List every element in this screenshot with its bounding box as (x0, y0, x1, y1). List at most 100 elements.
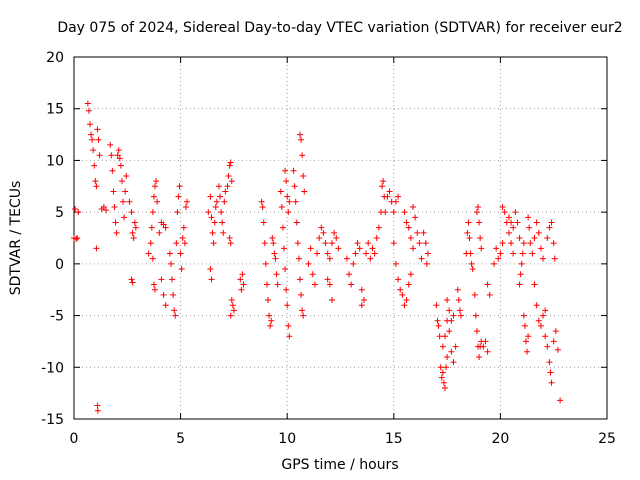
data-point (395, 276, 402, 283)
data-point (467, 250, 474, 257)
data-point (160, 221, 167, 228)
data-point (537, 245, 544, 252)
data-point (291, 183, 298, 190)
data-point (516, 235, 523, 241)
y-tick-label: -5 (50, 309, 64, 325)
data-point (180, 224, 187, 231)
data-point (298, 291, 305, 298)
data-point (267, 322, 274, 329)
data-point (510, 250, 517, 257)
y-tick-label: 20 (46, 50, 64, 66)
data-point (403, 219, 410, 226)
data-point (166, 250, 173, 257)
data-point (497, 250, 504, 257)
data-point (346, 271, 353, 278)
data-point (542, 307, 549, 314)
data-point (102, 207, 109, 214)
data-point (145, 250, 152, 257)
data-point (499, 240, 506, 247)
data-point (477, 235, 484, 241)
y-tick-label: 0 (55, 257, 64, 273)
data-point (464, 229, 471, 236)
data-point (440, 379, 447, 386)
data-point (521, 322, 528, 329)
data-point (132, 224, 139, 231)
data-point (314, 250, 321, 257)
data-point (85, 107, 92, 114)
data-point (409, 203, 416, 210)
data-point (444, 353, 451, 360)
data-points (71, 100, 564, 414)
data-point (401, 302, 408, 309)
data-point (122, 188, 129, 195)
data-point (443, 364, 450, 371)
data-point (224, 183, 231, 190)
data-point (495, 255, 502, 262)
data-point (455, 297, 462, 304)
data-point (258, 198, 265, 205)
data-point (401, 209, 408, 216)
data-point (296, 276, 303, 283)
data-point (108, 152, 115, 159)
data-point (208, 214, 215, 221)
data-point (529, 250, 536, 257)
data-point (282, 167, 289, 174)
data-point (469, 266, 476, 273)
data-point (110, 188, 117, 195)
data-point (309, 271, 316, 278)
data-point (95, 136, 102, 143)
y-tick-label: -10 (41, 360, 64, 376)
data-point (150, 193, 157, 200)
data-point (147, 240, 154, 247)
data-point (437, 364, 444, 371)
data-point (524, 348, 531, 355)
data-point (90, 147, 97, 154)
data-point (414, 229, 421, 236)
x-tick-label: 25 (598, 431, 616, 447)
data-point (542, 333, 549, 340)
data-point (516, 281, 523, 288)
data-point (473, 328, 480, 335)
data-point (343, 255, 350, 262)
data-point (130, 235, 137, 241)
data-point (292, 198, 299, 205)
data-point (120, 198, 127, 205)
data-point (441, 333, 448, 340)
data-point (152, 183, 159, 190)
data-point (271, 250, 278, 257)
data-point (318, 224, 325, 231)
data-point (282, 266, 289, 273)
data-point (88, 131, 95, 138)
data-point (285, 322, 292, 329)
y-tick-label: 5 (55, 205, 64, 221)
data-point (96, 152, 103, 159)
data-point (212, 203, 219, 210)
data-point (160, 291, 167, 298)
data-point (519, 250, 526, 257)
data-point (261, 240, 268, 247)
data-point (177, 250, 184, 257)
data-point (441, 384, 448, 391)
data-point (499, 203, 506, 210)
data-point (295, 255, 302, 262)
data-point (505, 214, 512, 221)
data-point (554, 346, 561, 353)
data-point (225, 172, 232, 179)
data-point (324, 250, 331, 257)
data-point (448, 317, 455, 324)
data-point (284, 193, 291, 200)
data-point (229, 302, 236, 309)
data-point (363, 250, 370, 257)
data-point (518, 260, 525, 267)
data-point (172, 312, 179, 319)
data-point (491, 260, 498, 267)
data-point (486, 291, 493, 298)
data-point (131, 219, 138, 226)
data-point (537, 322, 544, 329)
data-point (505, 229, 512, 236)
data-point (263, 281, 270, 288)
data-point (158, 276, 165, 283)
data-point (525, 333, 532, 340)
data-point (230, 307, 237, 314)
data-point (100, 203, 107, 210)
